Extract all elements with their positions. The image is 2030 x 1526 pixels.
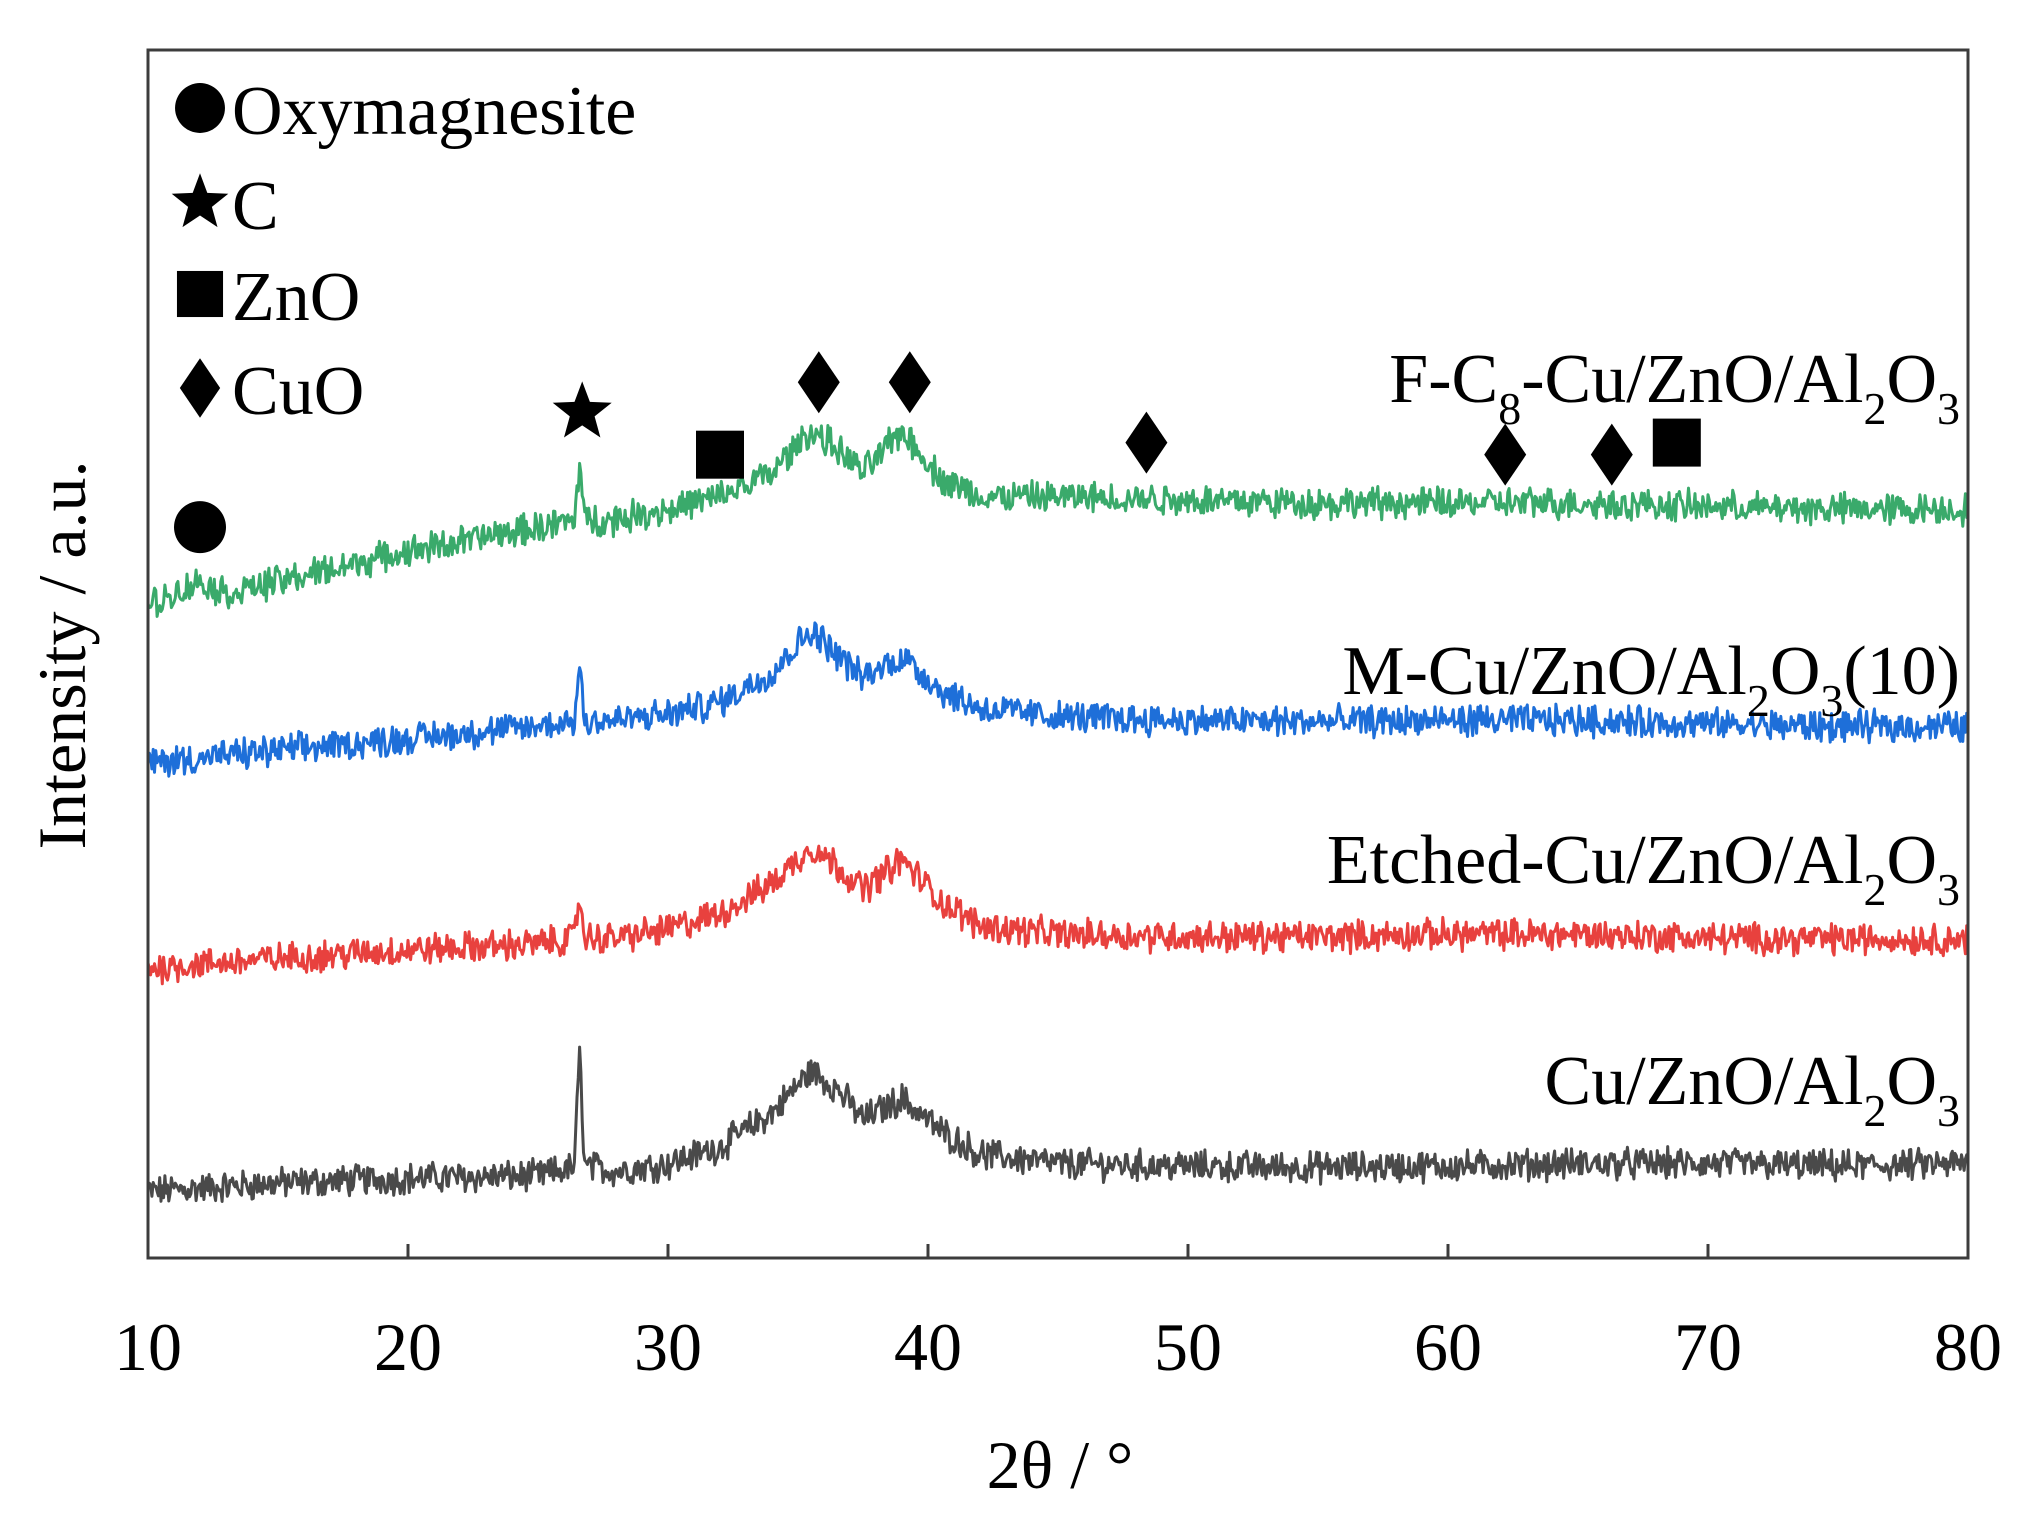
x-tick-label: 50 (1154, 1309, 1222, 1385)
series-label-0: Cu/ZnO/Al2O3 (1545, 1043, 1960, 1136)
square-peak-marker (1652, 418, 1701, 467)
peak-markers (174, 351, 1701, 554)
diamond-peak-marker (888, 351, 931, 414)
series-line-0 (146, 1045, 1970, 1203)
x-axis-ticks: 10 20 30 40 50 60 70 80 (114, 1244, 2002, 1385)
x-tick-label: 70 (1674, 1309, 1742, 1385)
x-tick-label: 10 (114, 1309, 182, 1385)
series-label-1: Etched-Cu/ZnO/Al2O3 (1327, 822, 1960, 915)
legend-square-icon (176, 270, 224, 318)
series-label-3: F-C8-Cu/ZnO/Al2O3 (1389, 341, 1960, 434)
x-tick-label: 30 (634, 1309, 702, 1385)
series-label-2: M-Cu/ZnO/Al2O3(10) (1342, 633, 1960, 726)
series-layer (146, 424, 1970, 1203)
diamond-peak-marker (797, 351, 840, 414)
plot-frame (146, 48, 1970, 1260)
diamond-peak-marker (1590, 423, 1633, 486)
x-tick-label: 80 (1934, 1309, 2002, 1385)
series-line-1 (146, 844, 1970, 986)
legend: Oxymagnesite C ZnO CuO (171, 73, 636, 430)
diamond-peak-marker (1125, 411, 1168, 474)
legend-label: ZnO (232, 259, 360, 336)
x-axis-title: 2θ / ° (987, 1427, 1134, 1503)
legend-star-icon (171, 173, 229, 228)
legend-label: CuO (232, 353, 364, 430)
legend-diamond-icon (179, 358, 221, 418)
series-labels: Cu/ZnO/Al2O3 Etched-Cu/ZnO/Al2O3 M-Cu/ZnO/… (1327, 341, 1960, 1136)
y-axis-title: Intensity / a.u. (24, 460, 100, 849)
circle-peak-marker (174, 501, 226, 554)
x-tick-label: 20 (374, 1309, 442, 1385)
legend-circle-icon (175, 83, 225, 133)
star-peak-marker (552, 381, 612, 438)
series-line-2 (146, 621, 1970, 778)
legend-label: C (232, 168, 279, 245)
square-peak-marker (696, 430, 744, 479)
series-line-3 (146, 424, 1970, 618)
x-tick-label: 60 (1414, 1309, 1482, 1385)
legend-label: Oxymagnesite (232, 73, 636, 150)
x-tick-label: 40 (894, 1309, 962, 1385)
diamond-peak-marker (1484, 423, 1527, 486)
